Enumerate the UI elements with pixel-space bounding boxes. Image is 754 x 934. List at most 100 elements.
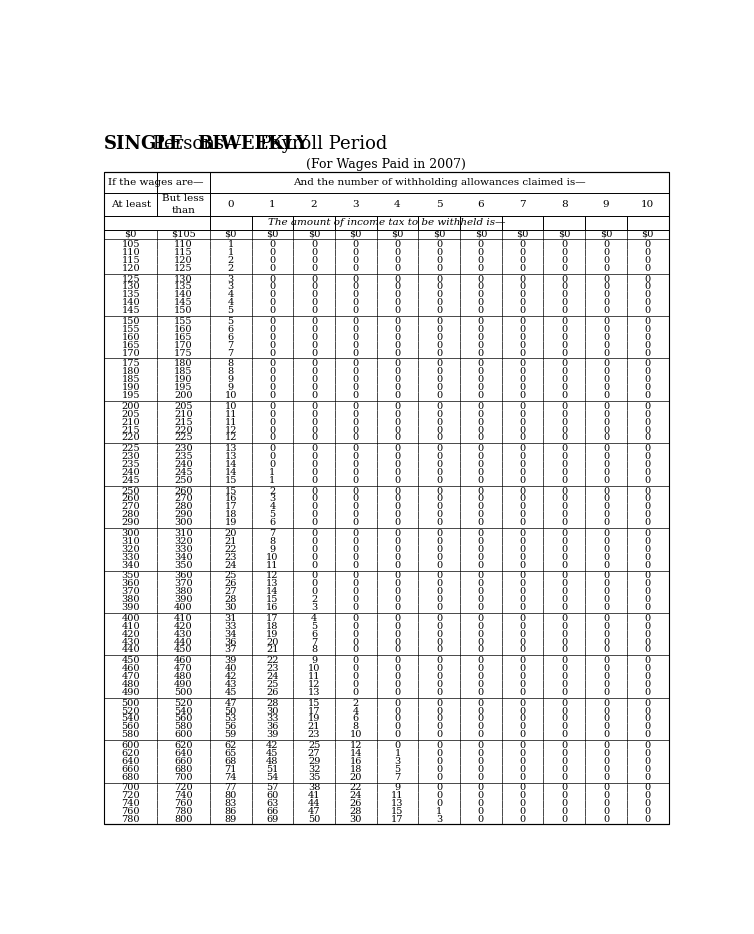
Text: 0: 0 (561, 614, 567, 623)
Text: BIWEEKLY: BIWEEKLY (198, 135, 308, 153)
Text: 4: 4 (311, 614, 317, 623)
Text: 235: 235 (121, 460, 140, 469)
Text: 27: 27 (308, 749, 320, 757)
Text: 0: 0 (436, 603, 443, 612)
Text: 0: 0 (311, 248, 317, 257)
Text: 215: 215 (121, 426, 140, 434)
Text: 0: 0 (478, 595, 484, 604)
Text: 0: 0 (603, 510, 609, 519)
Text: 0: 0 (645, 240, 651, 249)
Text: 0: 0 (311, 445, 317, 453)
Text: 7: 7 (228, 348, 234, 358)
Text: 18: 18 (225, 510, 237, 519)
Text: 0: 0 (478, 614, 484, 623)
Text: 220: 220 (174, 426, 193, 434)
Text: 0: 0 (561, 545, 567, 554)
Text: 0: 0 (436, 282, 443, 291)
Text: 0: 0 (645, 494, 651, 503)
Text: 0: 0 (561, 657, 567, 665)
Text: 0: 0 (645, 614, 651, 623)
Text: 0: 0 (645, 502, 651, 512)
Text: 0: 0 (520, 402, 526, 411)
Text: 0: 0 (520, 572, 526, 580)
Text: 0: 0 (478, 579, 484, 588)
Text: 0: 0 (645, 772, 651, 782)
Text: 0: 0 (645, 445, 651, 453)
Text: 0: 0 (603, 579, 609, 588)
Text: 0: 0 (269, 282, 275, 291)
Text: 0: 0 (436, 800, 443, 808)
Text: 0: 0 (603, 630, 609, 639)
Text: 0: 0 (394, 545, 400, 554)
Text: 175: 175 (174, 348, 193, 358)
Text: 0: 0 (394, 553, 400, 561)
Text: 0: 0 (394, 537, 400, 545)
Text: 0: 0 (394, 529, 400, 538)
Text: 0: 0 (478, 445, 484, 453)
Text: 0: 0 (478, 749, 484, 757)
Text: 0: 0 (561, 518, 567, 528)
Text: 0: 0 (353, 282, 359, 291)
Text: 0: 0 (603, 687, 609, 697)
Text: 0: 0 (603, 275, 609, 284)
Text: 0: 0 (478, 545, 484, 554)
Text: 0: 0 (478, 537, 484, 545)
Text: 0: 0 (520, 494, 526, 503)
Text: 39: 39 (266, 730, 278, 740)
Text: 40: 40 (225, 664, 237, 673)
Text: 0: 0 (645, 325, 651, 333)
Text: 0: 0 (561, 638, 567, 646)
Text: 0: 0 (394, 452, 400, 461)
Text: 760: 760 (121, 807, 140, 816)
Text: 33: 33 (266, 715, 279, 724)
Text: 0: 0 (311, 360, 317, 368)
Text: 0: 0 (394, 502, 400, 512)
Text: 0: 0 (603, 537, 609, 545)
Text: 0: 0 (561, 275, 567, 284)
Text: 0: 0 (311, 256, 317, 265)
Text: 0: 0 (478, 715, 484, 724)
Text: 0: 0 (353, 240, 359, 249)
Text: 6: 6 (269, 518, 275, 528)
Text: 0: 0 (394, 282, 400, 291)
Text: 0: 0 (561, 468, 567, 477)
Text: 44: 44 (308, 800, 320, 808)
Text: 0: 0 (478, 325, 484, 333)
Text: 0: 0 (603, 757, 609, 766)
Text: $0: $0 (308, 230, 320, 238)
Text: 210: 210 (121, 417, 140, 427)
Text: 0: 0 (269, 426, 275, 434)
Text: 720: 720 (174, 784, 193, 792)
Text: 0: 0 (478, 687, 484, 697)
Text: 0: 0 (561, 722, 567, 731)
Text: 420: 420 (121, 630, 140, 639)
Text: 0: 0 (603, 657, 609, 665)
Text: 0: 0 (561, 757, 567, 766)
Text: 20: 20 (350, 772, 362, 782)
Text: 170: 170 (174, 341, 193, 349)
Text: 13: 13 (266, 579, 279, 588)
Text: 0: 0 (311, 333, 317, 342)
Text: 480: 480 (174, 672, 193, 681)
Text: 0: 0 (603, 487, 609, 496)
Text: 0: 0 (436, 741, 443, 750)
Text: Payroll Period: Payroll Period (254, 135, 388, 153)
Text: 0: 0 (478, 433, 484, 443)
Text: 680: 680 (174, 765, 192, 773)
Text: 28: 28 (225, 595, 237, 604)
Text: 410: 410 (174, 614, 193, 623)
Text: 28: 28 (266, 699, 278, 708)
Text: 0: 0 (394, 494, 400, 503)
Text: 0: 0 (311, 341, 317, 349)
Text: 0: 0 (478, 560, 484, 570)
Text: 0: 0 (436, 452, 443, 461)
Text: 1: 1 (228, 240, 234, 249)
Text: 19: 19 (308, 715, 320, 724)
Text: 0: 0 (436, 502, 443, 512)
Text: 660: 660 (121, 765, 140, 773)
Text: 0: 0 (353, 468, 359, 477)
Text: 360: 360 (174, 572, 193, 580)
Text: 0: 0 (603, 807, 609, 816)
Text: 165: 165 (121, 341, 140, 349)
Text: 0: 0 (603, 572, 609, 580)
